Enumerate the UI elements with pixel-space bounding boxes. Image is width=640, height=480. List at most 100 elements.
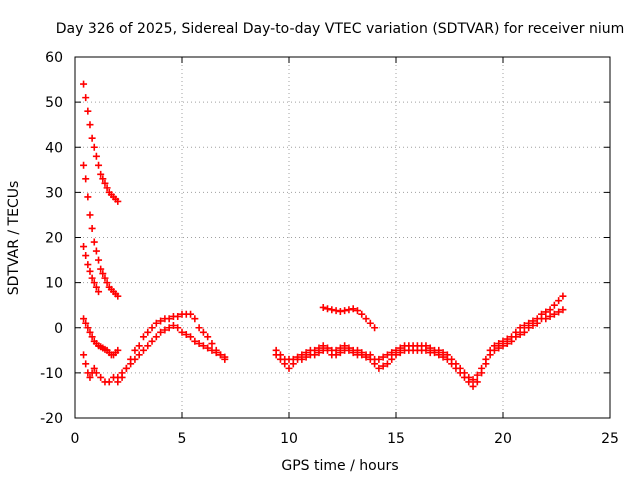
data-point bbox=[324, 305, 332, 313]
data-point bbox=[358, 349, 366, 357]
data-point bbox=[82, 175, 90, 183]
data-point bbox=[82, 360, 90, 368]
data-point bbox=[388, 349, 396, 357]
data-point bbox=[169, 321, 177, 329]
data-point bbox=[92, 152, 100, 160]
y-axis-label: SDTVAR / TECUs bbox=[6, 181, 22, 296]
tick-labels: 0 5 10 15 20 25 -20 -10 0 10 20 30 40 50 60 bbox=[40, 50, 619, 447]
data-point bbox=[422, 342, 430, 350]
data-point bbox=[375, 355, 383, 363]
data-point bbox=[161, 326, 169, 334]
data-point bbox=[341, 342, 349, 350]
x-tick-label: 10 bbox=[280, 431, 298, 447]
data-point bbox=[555, 308, 563, 316]
series-arc1 bbox=[80, 80, 122, 205]
data-point bbox=[92, 283, 100, 291]
data-point bbox=[460, 369, 468, 377]
data-point bbox=[383, 351, 391, 359]
data-point bbox=[520, 321, 528, 329]
data-point bbox=[426, 344, 434, 352]
data-point bbox=[195, 340, 203, 348]
data-point bbox=[315, 344, 323, 352]
data-point bbox=[101, 274, 109, 282]
data-point bbox=[127, 360, 135, 368]
data-point bbox=[139, 333, 147, 341]
data-point bbox=[371, 324, 379, 332]
data-point bbox=[199, 328, 207, 336]
x-tick-label: 25 bbox=[601, 431, 619, 447]
data-point bbox=[555, 297, 563, 305]
y-tick-label: 40 bbox=[45, 140, 63, 156]
data-point bbox=[473, 371, 481, 379]
data-point bbox=[95, 256, 103, 264]
data-point bbox=[144, 328, 152, 336]
data-point bbox=[80, 315, 88, 323]
data-point bbox=[118, 373, 126, 381]
data-point bbox=[294, 353, 302, 361]
data-point bbox=[182, 331, 190, 339]
data-point bbox=[533, 315, 541, 323]
series-arc3 bbox=[80, 243, 103, 296]
series-arc8 bbox=[272, 292, 567, 384]
data-point bbox=[272, 346, 280, 354]
axis-ticks bbox=[74, 56, 611, 419]
data-point bbox=[157, 317, 165, 325]
data-point bbox=[516, 331, 524, 339]
data-point bbox=[88, 134, 96, 142]
data-point bbox=[135, 351, 143, 359]
data-point bbox=[285, 364, 293, 372]
data-point bbox=[508, 333, 516, 341]
data-point bbox=[82, 319, 90, 327]
data-point bbox=[332, 346, 340, 354]
data-point bbox=[80, 80, 88, 88]
data-point bbox=[341, 307, 349, 315]
data-point bbox=[328, 306, 336, 314]
y-tick-label: 10 bbox=[45, 276, 63, 292]
data-point bbox=[88, 333, 96, 341]
data-point bbox=[82, 94, 90, 102]
data-point bbox=[199, 342, 207, 350]
chart-title: Day 326 of 2025, Sidereal Day-to-day VTE… bbox=[56, 21, 625, 37]
data-point bbox=[90, 364, 98, 372]
data-point bbox=[559, 306, 567, 314]
data-point bbox=[478, 364, 486, 372]
data-point bbox=[448, 355, 456, 363]
data-point bbox=[82, 252, 90, 260]
data-point bbox=[114, 346, 122, 354]
data-point bbox=[97, 265, 105, 273]
data-point bbox=[86, 121, 94, 129]
data-point bbox=[131, 346, 139, 354]
data-point bbox=[114, 197, 122, 205]
y-tick-label: 60 bbox=[45, 50, 63, 66]
data-point bbox=[191, 337, 199, 345]
data-point bbox=[86, 373, 94, 381]
data-point bbox=[208, 346, 216, 354]
data-point bbox=[90, 238, 98, 246]
data-point bbox=[525, 319, 533, 327]
data-point bbox=[148, 324, 156, 332]
data-point bbox=[550, 310, 558, 318]
data-point bbox=[512, 328, 520, 336]
data-point bbox=[92, 369, 100, 377]
data-point bbox=[84, 193, 92, 201]
data-point bbox=[103, 279, 111, 287]
data-point bbox=[319, 303, 327, 311]
data-point bbox=[353, 307, 361, 315]
data-point bbox=[187, 310, 195, 318]
data-point bbox=[520, 328, 528, 336]
data-point bbox=[95, 288, 103, 296]
data-point bbox=[336, 344, 344, 352]
data-point bbox=[302, 349, 310, 357]
data-point bbox=[178, 328, 186, 336]
data-point bbox=[456, 364, 464, 372]
data-point bbox=[217, 351, 225, 359]
data-point bbox=[114, 292, 122, 300]
data-point bbox=[90, 143, 98, 151]
data-point bbox=[204, 344, 212, 352]
data-point bbox=[208, 340, 216, 348]
y-tick-label: 20 bbox=[45, 231, 63, 247]
data-point bbox=[375, 364, 383, 372]
data-point bbox=[114, 378, 122, 386]
y-tick-label: -10 bbox=[40, 366, 63, 382]
